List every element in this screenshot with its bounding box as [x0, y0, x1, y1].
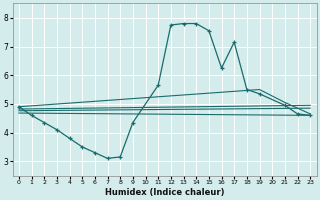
X-axis label: Humidex (Indice chaleur): Humidex (Indice chaleur)	[105, 188, 224, 197]
